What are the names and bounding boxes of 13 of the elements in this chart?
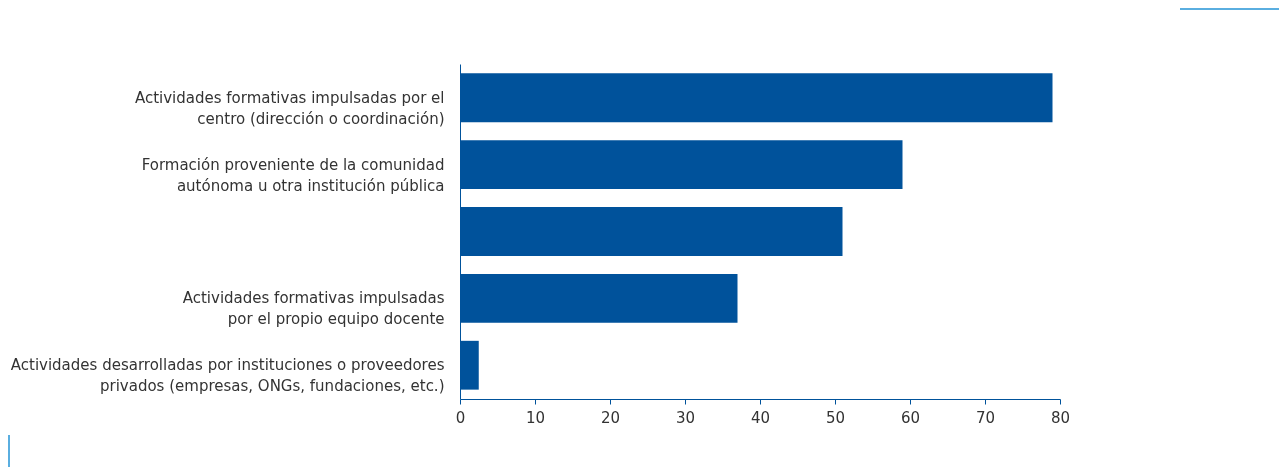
- x-tick-label: 20: [600, 408, 621, 427]
- x-tick-label: 10: [525, 408, 546, 427]
- x-tick-label: 40: [750, 408, 771, 427]
- x-tick-label: 50: [825, 408, 846, 427]
- x-tick-label: 60: [900, 408, 921, 427]
- y-tick-label: Actividades formativas impulsadas por el centro (dirección o coordinación): [134, 88, 445, 128]
- x-tick-label: 80: [1050, 408, 1071, 427]
- y-tick-label: Formación proveniente de la comunidad autónoma u otra institución pública: [141, 155, 445, 195]
- y-tick-label: Actividades formativas impulsadas por el propio equipo docente: [182, 289, 445, 329]
- x-tick-label: 0: [455, 408, 466, 427]
- x-tick-label: 70: [975, 408, 996, 427]
- x-tick-label: 30: [675, 408, 696, 427]
- y-tick-label: Actividades desarrolladas por instituciones o proveedores privados (empresas, ONGs, fundaciones, etc.): [10, 356, 445, 396]
